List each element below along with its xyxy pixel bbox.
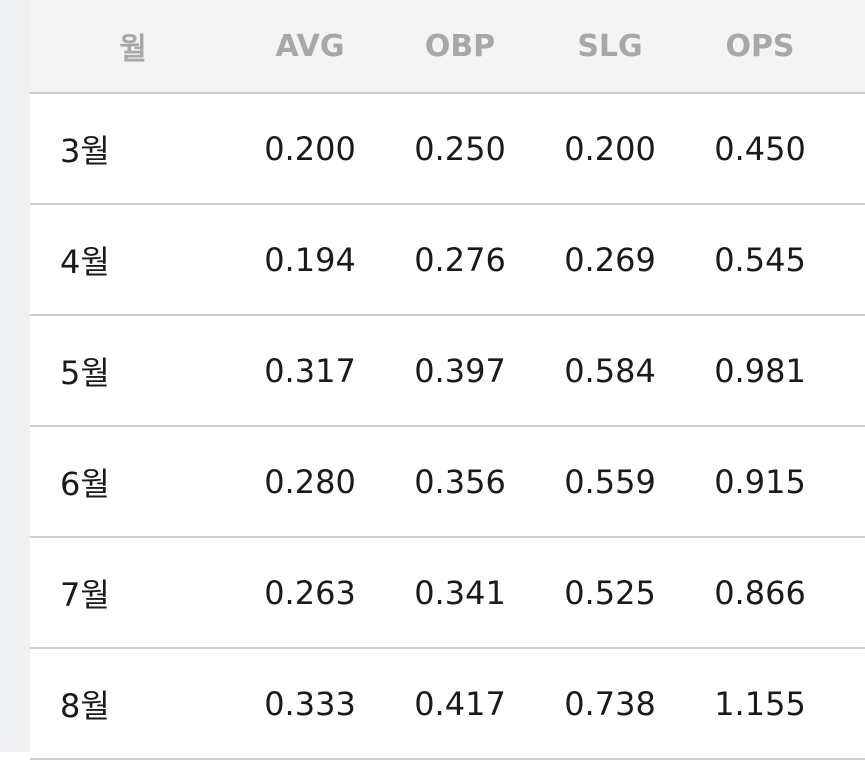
stat-cell: 0.738: [564, 684, 656, 723]
month-cell: 4월: [60, 242, 110, 281]
stat-cell: 0.276: [414, 240, 506, 279]
month-cell: 6월: [60, 464, 110, 503]
stat-cell: 0.317: [264, 351, 356, 390]
stat-cell: 0.280: [264, 462, 356, 501]
header-cell: SLG: [577, 28, 643, 64]
stat-cell: 0.341: [414, 573, 506, 612]
stat-cell: 0.200: [564, 129, 656, 168]
stat-cell: 0.584: [564, 351, 656, 390]
stat-cell: 0.333: [264, 684, 356, 723]
stat-cell: 0.250: [414, 129, 506, 168]
stat-cell: 0.525: [564, 573, 656, 612]
stats-table: 월 AVG OBP SLG OPS 3월 0.200 0.250 0.200 0.450 4월 0.1…: [30, 0, 865, 760]
header-cell: OBP: [424, 28, 496, 64]
stat-cell: 0.269: [564, 240, 656, 279]
month-cell: 7월: [60, 575, 110, 614]
data-row: 5월 0.317 0.397 0.584 0.981: [30, 316, 865, 427]
data-row: 6월 0.280 0.356 0.559 0.915: [30, 427, 865, 538]
stat-cell: 0.200: [264, 129, 356, 168]
header-row: 월 AVG OBP SLG OPS: [30, 0, 865, 94]
data-row: 4월 0.194 0.276 0.269 0.545: [30, 205, 865, 316]
month-cell: 8월: [60, 686, 110, 725]
stat-cell: 0.450: [714, 129, 806, 168]
stat-cell: 0.866: [714, 573, 806, 612]
data-row: 7월 0.263 0.341 0.525 0.866: [30, 538, 865, 649]
stat-cell: 0.417: [414, 684, 506, 723]
side-strip: [0, 0, 30, 752]
data-row: 8월 0.333 0.417 0.738 1.155: [30, 649, 865, 760]
stat-cell: 0.194: [264, 240, 356, 279]
stat-cell: 0.545: [714, 240, 806, 279]
stat-cell: 1.155: [714, 684, 806, 723]
header-cell: AVG: [275, 28, 345, 64]
stat-cell: 0.559: [564, 462, 656, 501]
data-row: 3월 0.200 0.250 0.200 0.450: [30, 94, 865, 205]
month-cell: 5월: [60, 353, 110, 392]
stat-cell: 0.356: [414, 462, 506, 501]
header-cell: 월: [119, 32, 147, 67]
stat-cell: 0.397: [414, 351, 506, 390]
month-cell: 3월: [60, 131, 110, 170]
stat-cell: 0.915: [714, 462, 806, 501]
header-cell: OPS: [725, 28, 795, 64]
stat-cell: 0.263: [264, 573, 356, 612]
stat-cell: 0.981: [714, 351, 806, 390]
